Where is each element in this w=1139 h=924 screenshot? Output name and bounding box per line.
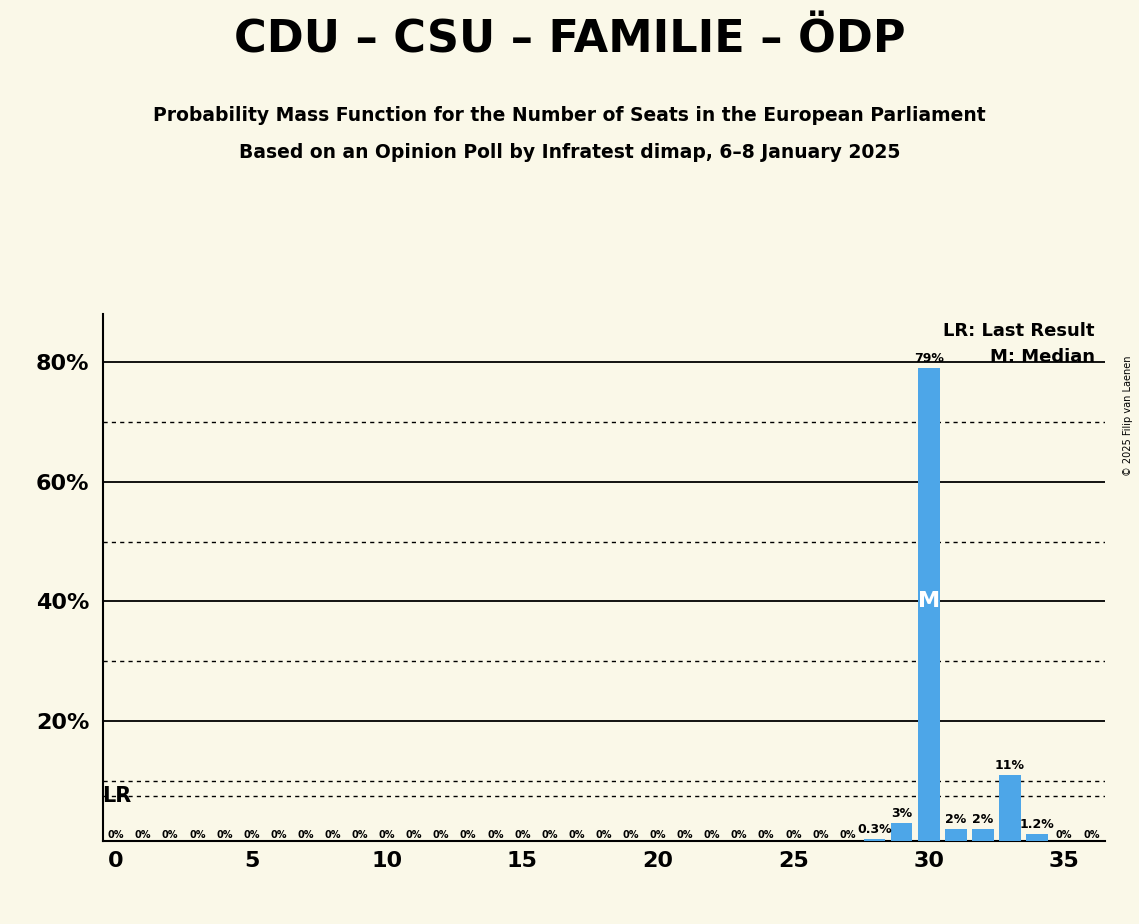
Text: 3%: 3% [891,807,912,820]
Text: 2%: 2% [945,813,967,826]
Text: LR: Last Result: LR: Last Result [943,322,1095,340]
Text: 0%: 0% [433,830,450,840]
Text: 0%: 0% [1056,830,1073,840]
Text: 0%: 0% [405,830,423,840]
Text: 0%: 0% [189,830,205,840]
Text: Based on an Opinion Poll by Infratest dimap, 6–8 January 2025: Based on an Opinion Poll by Infratest di… [239,143,900,163]
Text: 0%: 0% [596,830,612,840]
Text: 0%: 0% [297,830,314,840]
Text: 1.2%: 1.2% [1019,818,1055,831]
Text: 0%: 0% [839,830,855,840]
Text: 0%: 0% [162,830,179,840]
Text: M: M [918,591,940,612]
Text: 0%: 0% [812,830,829,840]
Text: 0%: 0% [649,830,666,840]
Text: 0%: 0% [378,830,395,840]
Text: 0%: 0% [244,830,260,840]
Bar [891,823,912,841]
Text: © 2025 Filip van Laenen: © 2025 Filip van Laenen [1123,356,1133,476]
Text: 0%: 0% [352,830,368,840]
Bar [918,368,940,841]
Text: 0%: 0% [108,830,124,840]
Text: 0%: 0% [514,830,531,840]
Text: CDU – CSU – FAMILIE – ÖDP: CDU – CSU – FAMILIE – ÖDP [233,18,906,62]
Text: 2%: 2% [973,813,993,826]
Bar [972,829,993,841]
Bar [1026,833,1048,841]
Text: 0%: 0% [785,830,802,840]
Text: 0%: 0% [134,830,151,840]
Bar [999,775,1021,841]
Text: 0%: 0% [216,830,232,840]
Text: LR: LR [103,786,132,806]
Text: 0%: 0% [677,830,694,840]
Text: 0%: 0% [460,830,476,840]
Text: 0%: 0% [731,830,747,840]
Text: 0.3%: 0.3% [858,823,892,836]
Text: Probability Mass Function for the Number of Seats in the European Parliament: Probability Mass Function for the Number… [153,106,986,126]
Text: 11%: 11% [995,759,1025,772]
Bar [863,839,885,841]
Bar [945,829,967,841]
Text: 0%: 0% [704,830,720,840]
Text: 0%: 0% [325,830,341,840]
Text: M: Median: M: Median [990,348,1095,367]
Text: 0%: 0% [1083,830,1099,840]
Text: 79%: 79% [913,352,944,365]
Text: 0%: 0% [623,830,639,840]
Text: 0%: 0% [487,830,503,840]
Text: 0%: 0% [568,830,584,840]
Text: 0%: 0% [270,830,287,840]
Text: 0%: 0% [541,830,558,840]
Text: 0%: 0% [757,830,775,840]
